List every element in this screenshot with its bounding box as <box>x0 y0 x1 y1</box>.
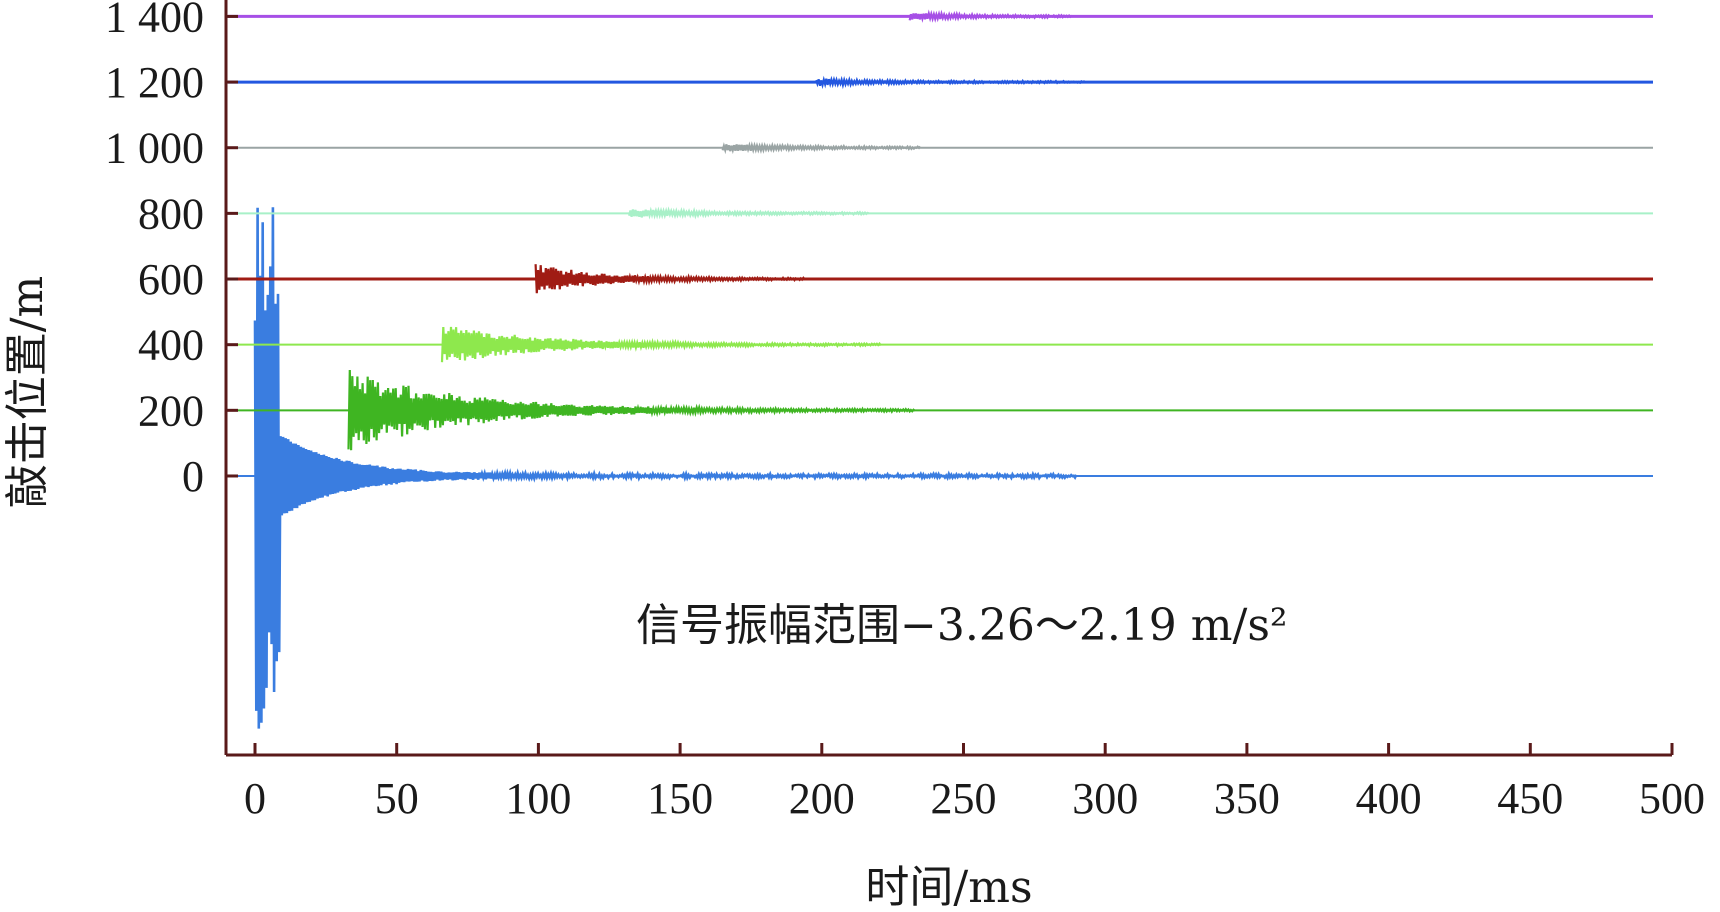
y-tick-label: 1 200 <box>105 58 204 107</box>
series-waveform <box>628 206 870 220</box>
series-layer <box>228 9 1653 729</box>
y-tick-label: 600 <box>138 255 204 304</box>
x-tick-label: 400 <box>1356 774 1422 823</box>
y-tick-label: 800 <box>138 189 204 238</box>
series-waveform <box>721 141 922 155</box>
ticks-layer: 0 50 100 150 200 250 300 350 400 450 500 0 200 400 600… <box>105 0 1705 823</box>
y-tick-label: 0 <box>182 452 204 501</box>
waveform-series <box>228 206 1653 220</box>
waveform-series <box>228 75 1653 90</box>
y-tick-label: 1 400 <box>105 0 204 41</box>
waveform-series <box>228 207 1653 729</box>
series-waveform <box>908 9 1074 23</box>
axes-layer <box>224 0 1672 757</box>
waveform-series <box>228 141 1653 155</box>
x-tick-label: 0 <box>244 774 266 823</box>
series-waveform <box>347 369 916 451</box>
x-tick-label: 300 <box>1072 774 1138 823</box>
waveform-series <box>228 326 1653 363</box>
series-waveform <box>253 207 1078 729</box>
series-waveform <box>815 75 1086 90</box>
waveform-series <box>228 9 1653 23</box>
x-tick-label: 50 <box>375 774 419 823</box>
x-tick-label: 450 <box>1497 774 1563 823</box>
x-tick-label: 350 <box>1214 774 1280 823</box>
y-tick-label: 1 000 <box>105 124 204 173</box>
series-waveform <box>440 326 882 363</box>
series-waveform <box>534 264 806 294</box>
x-axis-title: 时间/ms <box>865 862 1032 912</box>
amplitude-range-annotation: 信号振幅范围−3.26～2.19 m/s² <box>636 600 1288 651</box>
y-tick-label: 400 <box>138 321 204 370</box>
waveform-series <box>228 369 1653 451</box>
x-tick-label: 500 <box>1639 774 1705 823</box>
x-tick-label: 100 <box>505 774 571 823</box>
y-axis-title: 敲击位置/m <box>2 276 53 509</box>
y-tick-label: 200 <box>138 386 204 435</box>
x-tick-label: 150 <box>647 774 713 823</box>
x-tick-label: 250 <box>931 774 997 823</box>
x-tick-label: 200 <box>789 774 855 823</box>
waveform-series <box>228 264 1653 294</box>
